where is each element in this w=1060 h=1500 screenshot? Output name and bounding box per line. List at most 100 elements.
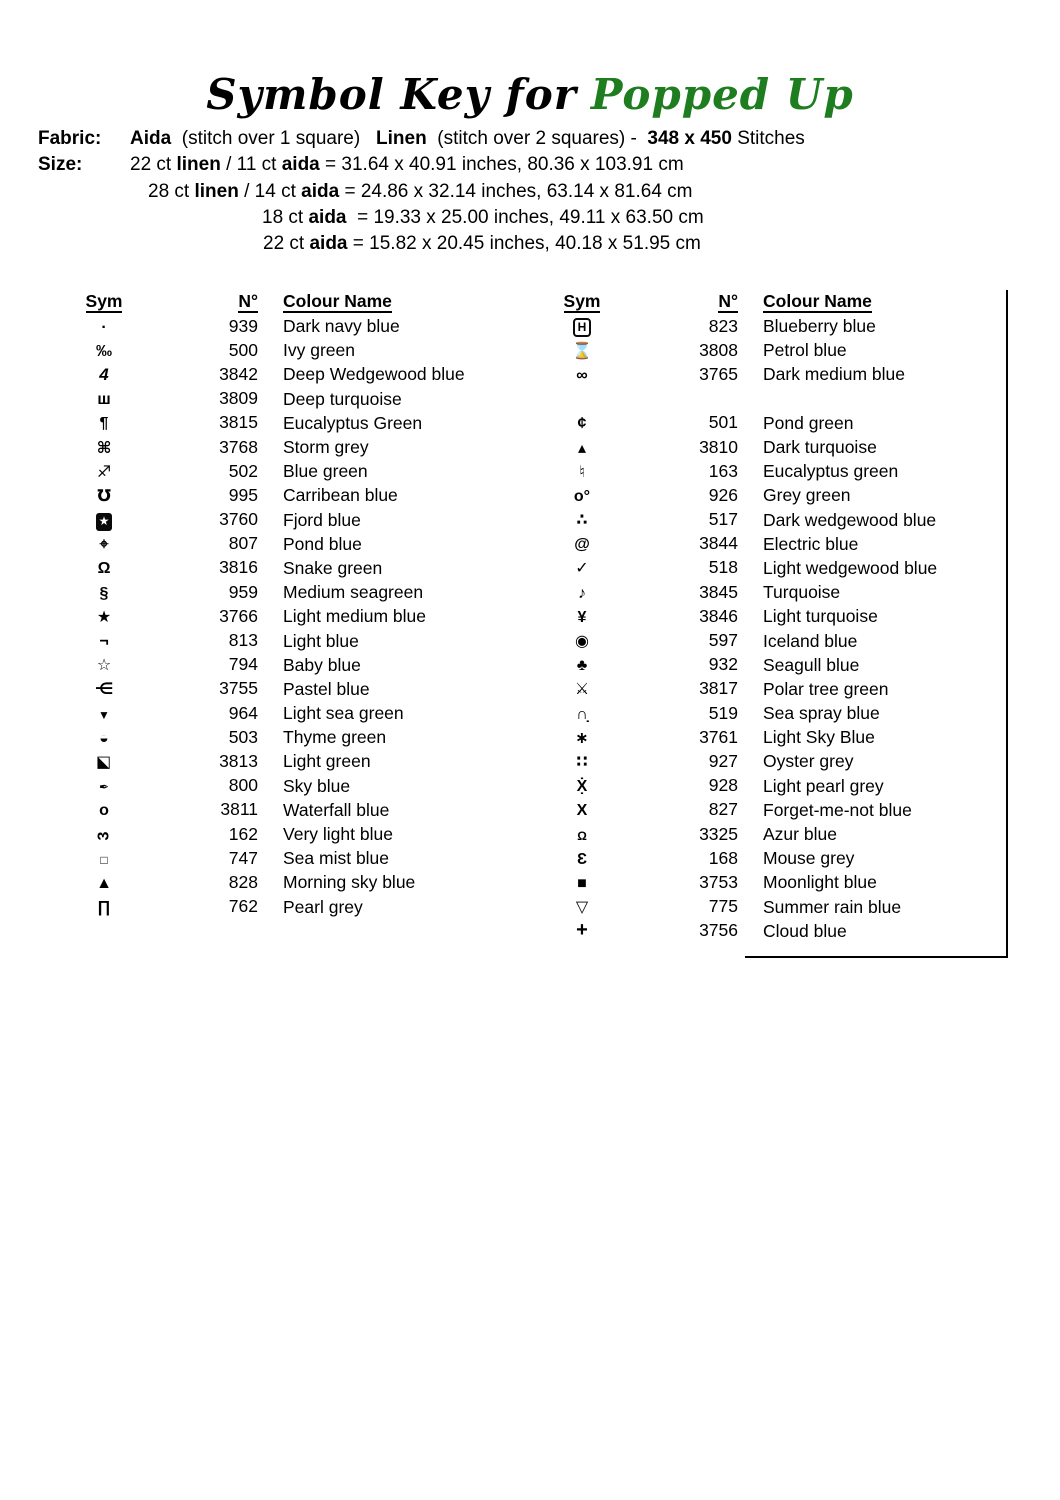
- header-sym-label: Sym: [85, 290, 123, 313]
- symbol-glyph: Ɛ: [576, 850, 588, 868]
- fabric-size-info: Fabric: Aida (stitch over 1 square) Linen…: [38, 126, 805, 257]
- colour-name-cell: Azur blue: [763, 824, 837, 845]
- number-cell: 3846: [699, 605, 738, 626]
- table-row: ⌖ 807 Pond blue: [78, 532, 508, 556]
- colour-name-cell: Electric blue: [763, 533, 859, 554]
- symbol-cell: ⌖: [78, 533, 130, 554]
- symbol-cell: H: [556, 315, 608, 338]
- number-cell: 927: [708, 750, 738, 771]
- symbol-cell: ш: [78, 388, 130, 409]
- number-cell: 519: [708, 702, 738, 723]
- table-row: ▲ 828 Morning sky blue: [78, 870, 508, 894]
- colour-name-cell: Medium seagreen: [283, 582, 424, 603]
- symbol-glyph: ◪: [96, 753, 112, 771]
- table-row: ★ 3766 Light medium blue: [78, 604, 508, 628]
- colour-name-cell: Deep turquoise: [283, 388, 402, 409]
- header-sym-label: Sym: [563, 290, 601, 313]
- symbol-cell: X: [556, 799, 608, 820]
- table-row: Ω 3816 Snake green: [78, 556, 508, 580]
- symbol-table-right: Sym N° Colour Name H 823 Blueberry blue ⌛ 3808 P…: [556, 288, 1008, 943]
- info-text: = 15.82 x 20.45 inches, 40.18 x 51.95 cm: [347, 233, 701, 255]
- number-cell: 162: [228, 823, 258, 844]
- table-border-vertical: [1006, 290, 1008, 958]
- number-cell: 597: [708, 630, 738, 651]
- info-text: (stitch over 2 squares) -: [426, 128, 648, 149]
- symbol-glyph: H: [572, 318, 592, 338]
- symbol-cell: +: [556, 919, 608, 942]
- page-title: Symbol Key for Popped Up: [0, 70, 1060, 119]
- symbol-glyph: 4: [99, 364, 109, 384]
- table-row: ★ 3760 Fjord blue: [78, 508, 508, 532]
- colour-name-cell: Fjord blue: [283, 509, 361, 530]
- symbol-cell: ♐: [78, 461, 130, 482]
- symbol-glyph: ¬: [99, 633, 109, 651]
- colour-name-cell: Oyster grey: [763, 751, 854, 772]
- symbol-glyph: □: [100, 852, 108, 867]
- table-row: · 939 Dark navy blue: [78, 314, 508, 338]
- symbol-glyph: ♮: [579, 463, 585, 481]
- info-line: 28 ct linen / 14 ct aida = 24.86 x 32.14…: [38, 179, 805, 205]
- symbol-cell: ∞: [556, 364, 608, 385]
- number-cell: 928: [708, 775, 738, 796]
- symbol-glyph: ✓: [575, 560, 589, 578]
- info-text: Aida: [130, 128, 172, 149]
- info-label: Size:: [38, 154, 83, 176]
- symbol-cell: ▴: [556, 437, 608, 458]
- colour-name-cell: Very light blue: [283, 824, 393, 845]
- table-row: ♪ 3845 Turquoise: [556, 580, 1008, 604]
- info-text: linen: [194, 180, 239, 202]
- symbol-glyph: ■: [577, 874, 587, 892]
- number-cell: 995: [228, 484, 258, 505]
- symbol-cell: ☆: [78, 654, 130, 675]
- colour-name-cell: Petrol blue: [763, 340, 847, 361]
- colour-name-cell: Iceland blue: [763, 630, 858, 651]
- number-cell: 762: [228, 896, 258, 917]
- info-line: 22 ct aida = 15.82 x 20.45 inches, 40.18…: [38, 231, 805, 257]
- table-row: H 823 Blueberry blue: [556, 314, 1008, 338]
- symbol-glyph: o: [99, 802, 109, 820]
- symbol-glyph: ⌖: [99, 536, 109, 554]
- table-row: ∩̣ 519 Sea spray blue: [556, 701, 1008, 725]
- table-row: X 827 Forget-me-not blue: [556, 798, 1008, 822]
- symbol-cell: §: [78, 582, 130, 603]
- symbol-cell: ◒: [78, 727, 130, 748]
- symbol-cell: ¶: [78, 412, 130, 433]
- symbol-glyph: ℧: [97, 487, 111, 505]
- info-text: / 14 ct: [238, 180, 302, 202]
- colour-name-cell: Cloud blue: [763, 920, 847, 941]
- table-row: ■ 3753 Moonlight blue: [556, 870, 1008, 894]
- number-cell: 3768: [219, 436, 258, 457]
- symbol-glyph: ◒: [99, 729, 109, 747]
- symbol-glyph: ∗: [575, 729, 589, 747]
- symbol-glyph: ⋲: [94, 681, 114, 699]
- header-name-label: Colour Name: [763, 291, 872, 313]
- table-row: ∴ 517 Dark wedgewood blue: [556, 508, 1008, 532]
- table-row: § 959 Medium seagreen: [78, 580, 508, 604]
- info-text: (stitch over 1 square): [171, 128, 377, 149]
- info-text: 348 x 450: [647, 128, 732, 149]
- colour-name-cell: Summer rain blue: [763, 896, 902, 917]
- symbol-cell: ▲: [78, 872, 130, 893]
- table-row: Ω 3325 Azur blue: [556, 822, 1008, 846]
- colour-name-cell: Waterfall blue: [283, 799, 390, 820]
- symbol-glyph: ∴: [576, 512, 588, 530]
- info-text: aida: [281, 154, 320, 176]
- info-text: = 31.64 x 40.91 inches, 80.36 x 103.91 c…: [319, 154, 684, 176]
- number-cell: 3816: [219, 557, 258, 578]
- info-text: 22 ct: [263, 233, 310, 255]
- number-cell: 3842: [219, 363, 258, 384]
- symbol-glyph: ☆: [96, 657, 112, 675]
- number-cell: 3760: [219, 509, 258, 530]
- table-row: ▴ 3810 Dark turquoise: [556, 435, 1008, 459]
- symbol-glyph: ¥: [577, 608, 587, 626]
- symbol-cell: 3: [78, 824, 130, 845]
- colour-name-cell: Baby blue: [283, 654, 361, 675]
- colour-name-cell: Light pearl grey: [763, 775, 884, 796]
- symbol-glyph: ★: [96, 608, 112, 626]
- symbol-table-left: Sym N° Colour Name · 939 Dark navy blue ‰ 500 Iv…: [78, 288, 508, 919]
- number-cell: 3753: [699, 871, 738, 892]
- number-cell: 3765: [699, 363, 738, 384]
- symbol-glyph: ш: [97, 391, 111, 409]
- symbol-cell: ∷: [556, 751, 608, 772]
- symbol-cell: ¢: [556, 412, 608, 433]
